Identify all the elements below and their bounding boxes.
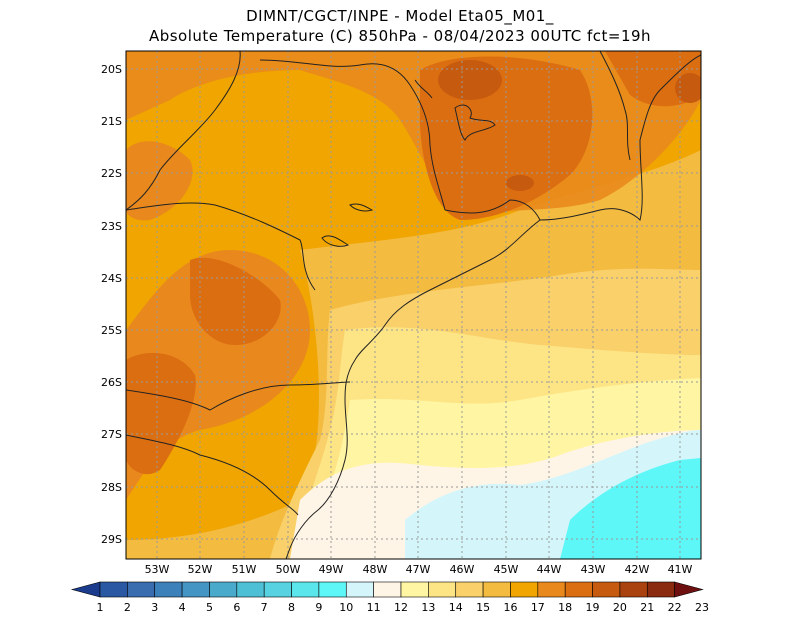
lat-label: 20S <box>101 63 122 76</box>
colorbar-swatch <box>263 581 292 598</box>
colorbar-swatch <box>619 581 648 598</box>
colorbar-swatch <box>181 581 210 598</box>
colorbar-label: 17 <box>531 601 545 614</box>
colorbar-label: 15 <box>476 601 490 614</box>
field-18c-nw <box>126 141 193 221</box>
lon-label: 50W <box>276 563 301 576</box>
colorbar-label: 18 <box>558 601 572 614</box>
lat-label: 26S <box>101 376 122 389</box>
colorbar: 1 2 3 4 5 6 7 8 9 10 11 12 13 14 15 16 17 18 19 20 21 22 23 <box>70 581 709 614</box>
colorbar-swatch <box>428 581 457 598</box>
colorbar-label: 7 <box>261 601 268 614</box>
colorbar-swatch <box>646 581 675 598</box>
lon-label: 42W <box>625 563 650 576</box>
borders <box>126 51 701 559</box>
field-20c-a <box>438 60 502 100</box>
colorbar-left-arrow <box>70 581 101 598</box>
colorbar-swatch <box>99 581 128 598</box>
field-19c-parana <box>190 257 281 345</box>
colorbar-swatch <box>537 581 566 598</box>
border-pr-sp <box>126 202 316 291</box>
temperature-field <box>126 51 701 559</box>
colorbar-label: 21 <box>640 601 654 614</box>
colorbar-label: 14 <box>449 601 463 614</box>
lat-label: 21S <box>101 115 122 128</box>
colorbar-label: 4 <box>179 601 186 614</box>
lon-label: 44W <box>537 563 562 576</box>
colorbar-label: 19 <box>586 601 600 614</box>
lat-label: 23S <box>101 220 122 233</box>
colorbar-label: 22 <box>668 601 682 614</box>
colorbar-label: 23 <box>695 601 709 614</box>
lat-label: 28S <box>101 481 122 494</box>
colorbar-label: 12 <box>394 601 408 614</box>
colorbar-swatch <box>373 581 402 598</box>
lat-label: 29S <box>101 533 122 546</box>
lon-label: 49W <box>319 563 344 576</box>
field-10c <box>560 458 701 559</box>
colorbar-swatch <box>510 581 539 598</box>
colorbar-label: 16 <box>503 601 517 614</box>
colorbar-label: 5 <box>206 601 213 614</box>
colorbar-label: 11 <box>367 601 381 614</box>
colorbar-swatch <box>154 581 183 598</box>
colorbar-label: 6 <box>233 601 240 614</box>
colorbar-swatch <box>482 581 511 598</box>
lon-label: 46W <box>450 563 475 576</box>
colorbar-swatch <box>400 581 429 598</box>
lat-label: 25S <box>101 324 122 337</box>
colorbar-swatch <box>209 581 238 598</box>
lon-label: 53W <box>145 563 170 576</box>
colorbar-swatch <box>564 581 593 598</box>
border-mg-es <box>599 51 631 161</box>
colorbar-label: 3 <box>151 601 158 614</box>
lon-label: 51W <box>232 563 257 576</box>
field-20c-b <box>506 175 534 191</box>
lat-label: 24S <box>101 272 122 285</box>
border-sp-mg <box>259 59 446 211</box>
colorbar-label: 20 <box>613 601 627 614</box>
lon-label: 45W <box>494 563 519 576</box>
lon-label: 43W <box>581 563 606 576</box>
colorbar-swatch <box>127 581 156 598</box>
lon-label: 48W <box>363 563 388 576</box>
colorbar-label: 2 <box>124 601 131 614</box>
colorbar-swatch <box>236 581 265 598</box>
lon-label: 52W <box>188 563 213 576</box>
border-pr-sc <box>126 381 351 411</box>
coast-rj <box>444 54 701 221</box>
figure-title-line2: Absolute Temperature (C) 850hPa - 08/04/… <box>148 27 652 45</box>
colorbar-label: 1 <box>97 601 104 614</box>
lat-label: 27S <box>101 428 122 441</box>
lon-axis: 53W 52W 51W 50W 49W 48W 47W 46W 45W 44W … <box>145 563 693 576</box>
colorbar-swatch <box>345 581 374 598</box>
grid-lines <box>126 51 701 559</box>
colorbar-swatch <box>291 581 320 598</box>
colorbar-label: 13 <box>421 601 435 614</box>
colorbar-right-arrow <box>674 581 704 598</box>
lon-label: 47W <box>406 563 431 576</box>
colorbar-label: 8 <box>288 601 295 614</box>
plot-frame <box>125 50 702 560</box>
figure-title-line1: DIMNT/CGCT/INPE - Model Eta05_M01_ <box>246 7 554 25</box>
colorbar-swatch <box>318 581 347 598</box>
lon-label: 41W <box>668 563 693 576</box>
lat-axis: 20S 21S 22S 23S 24S 25S 26S 27S 28S 29S <box>101 63 122 546</box>
border-sc-rs <box>126 434 299 516</box>
colorbar-label: 10 <box>339 601 353 614</box>
field-20c-c <box>675 73 701 103</box>
colorbar-swatch <box>592 581 621 598</box>
colorbar-label: 9 <box>315 601 322 614</box>
colorbar-swatch <box>455 581 484 598</box>
lakes <box>321 79 496 247</box>
field-19c-southwest <box>126 352 196 475</box>
lat-label: 22S <box>101 167 122 180</box>
coast-south <box>285 219 541 559</box>
border-ms-sp <box>126 51 241 211</box>
